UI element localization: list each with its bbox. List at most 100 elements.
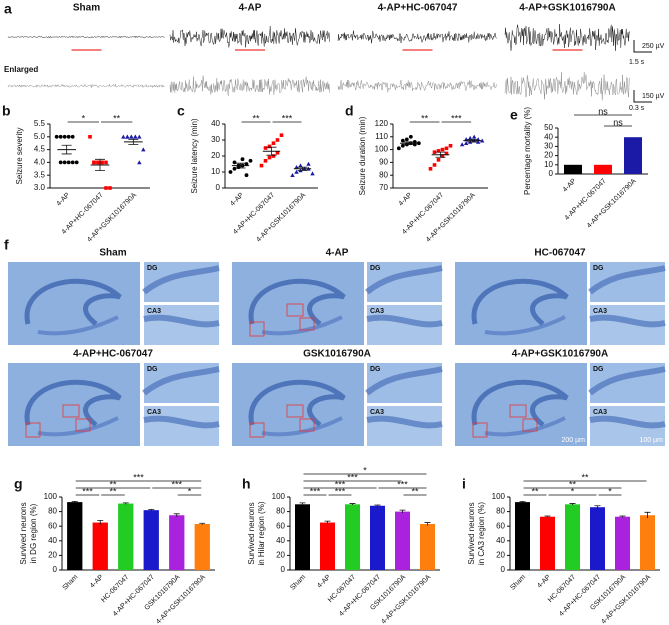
x-tick-label: 4-AP bbox=[536, 574, 552, 590]
data-point bbox=[92, 160, 96, 165]
bar bbox=[295, 504, 310, 570]
panel-letter: e bbox=[510, 107, 518, 123]
panel-letter: h bbox=[242, 476, 251, 492]
panel-title: GSK1016790A bbox=[303, 349, 371, 360]
error-bar bbox=[122, 502, 129, 505]
hippocampus bbox=[37, 315, 119, 336]
y-axis-label: in Hilar region (%) bbox=[257, 501, 266, 565]
data-point bbox=[74, 160, 79, 165]
significance-label: * bbox=[363, 465, 367, 475]
significance-label: ** bbox=[252, 113, 260, 123]
roi-box bbox=[299, 418, 315, 432]
eeg-trace bbox=[7, 35, 165, 39]
significance-label: *** bbox=[171, 479, 182, 489]
significance-label: * bbox=[188, 486, 192, 496]
data-point bbox=[479, 138, 485, 143]
x-tick-label: Sham bbox=[62, 574, 80, 592]
data-point bbox=[400, 138, 405, 143]
inset-label: CA3 bbox=[370, 409, 384, 416]
condition-label: 4-AP+HC-067047 bbox=[378, 3, 458, 14]
bar bbox=[594, 164, 612, 174]
significance-label: ** bbox=[569, 479, 577, 489]
data-point bbox=[244, 162, 249, 166]
condition-label: 4-AP bbox=[239, 3, 262, 14]
x-tick-label: 4-AP+GSK1016790A bbox=[380, 574, 432, 625]
error-bar bbox=[266, 146, 277, 156]
x-tick-label: Sham bbox=[509, 574, 527, 592]
data-point bbox=[471, 134, 477, 139]
error-bar bbox=[644, 511, 651, 519]
panel-letter: d bbox=[345, 103, 354, 119]
data-point bbox=[263, 146, 268, 150]
eeg-trace bbox=[169, 25, 330, 48]
error-bar bbox=[128, 138, 139, 145]
significance-label: *** bbox=[397, 479, 408, 489]
y-tick-label: 40 bbox=[544, 132, 553, 141]
y-axis-label: Percentage mortality (%) bbox=[523, 107, 532, 195]
significance-label: *** bbox=[282, 113, 293, 123]
y-tick-label: 90 bbox=[379, 158, 388, 167]
data-point bbox=[396, 146, 401, 151]
y-tick-label: 50 bbox=[544, 123, 553, 132]
data-point bbox=[259, 163, 264, 168]
roi-box bbox=[249, 422, 265, 438]
data-point bbox=[290, 173, 295, 177]
data-point bbox=[137, 160, 142, 165]
y-tick-label: 40 bbox=[211, 119, 220, 128]
eeg-trace bbox=[504, 24, 630, 51]
data-point bbox=[310, 171, 315, 176]
roi-box bbox=[249, 321, 265, 337]
y-tick-label: 40 bbox=[276, 536, 285, 545]
y-tick-label: 0 bbox=[549, 169, 554, 178]
hippocampus bbox=[24, 379, 122, 427]
panel-title: 4-AP+HC-067047 bbox=[73, 349, 153, 360]
inset-label: DG bbox=[147, 265, 158, 272]
error-bar bbox=[173, 513, 180, 517]
inset-layer bbox=[366, 415, 443, 429]
data-point bbox=[100, 160, 104, 165]
data-point bbox=[137, 134, 142, 139]
significance-label: * bbox=[608, 486, 612, 496]
data-point bbox=[271, 141, 276, 145]
data-point bbox=[400, 143, 405, 148]
data-point bbox=[436, 158, 441, 162]
data-point bbox=[244, 173, 249, 178]
data-point bbox=[70, 160, 75, 165]
panel-title: Sham bbox=[99, 248, 126, 259]
roi-box bbox=[472, 422, 488, 438]
data-point bbox=[279, 133, 284, 137]
data-point bbox=[306, 161, 311, 166]
error-bar bbox=[95, 158, 105, 171]
eeg-trace bbox=[169, 75, 330, 96]
y-axis-label: Seizure severity bbox=[15, 128, 24, 185]
error-bar bbox=[97, 519, 104, 525]
hippocampus bbox=[248, 379, 346, 427]
roi-box bbox=[509, 404, 527, 418]
inset-label: DG bbox=[370, 366, 381, 373]
y-tick-label: 20 bbox=[211, 151, 220, 160]
data-point bbox=[448, 143, 453, 148]
data-point bbox=[129, 134, 134, 139]
y-tick-label: 80 bbox=[379, 170, 388, 179]
eeg-trace bbox=[337, 79, 497, 93]
bar bbox=[640, 515, 655, 570]
data-point bbox=[463, 141, 469, 145]
y-tick-label: 10 bbox=[544, 160, 553, 169]
eeg-trace bbox=[504, 72, 630, 101]
significance-label: *** bbox=[82, 486, 93, 496]
inset-label: CA3 bbox=[370, 308, 384, 315]
bar bbox=[370, 505, 385, 570]
y-tick-label: 20 bbox=[544, 151, 553, 160]
data-point bbox=[54, 134, 59, 139]
error-bar bbox=[399, 509, 406, 514]
significance-label: ns bbox=[598, 106, 608, 116]
error-bar bbox=[594, 505, 601, 509]
error-bar bbox=[467, 138, 478, 143]
x-tick-label: Sham bbox=[289, 574, 307, 592]
inset-label: DG bbox=[370, 265, 381, 272]
y-tick-label: 4.5 bbox=[34, 145, 46, 154]
error-bar bbox=[299, 502, 306, 506]
inset-label: CA3 bbox=[593, 308, 607, 315]
error-bar bbox=[349, 503, 356, 506]
